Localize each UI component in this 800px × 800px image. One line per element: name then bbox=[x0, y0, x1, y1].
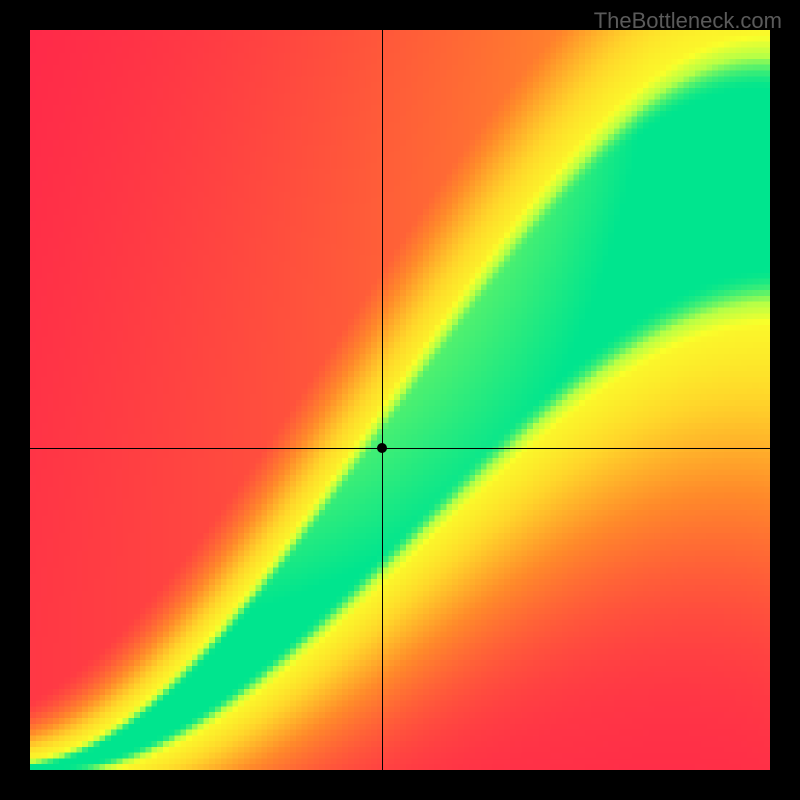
crosshair-vertical bbox=[382, 30, 383, 770]
crosshair-horizontal bbox=[30, 448, 770, 449]
watermark-text: TheBottleneck.com bbox=[594, 8, 782, 34]
result-marker bbox=[377, 443, 387, 453]
bottleneck-heatmap bbox=[30, 30, 770, 770]
heatmap-canvas bbox=[30, 30, 770, 770]
